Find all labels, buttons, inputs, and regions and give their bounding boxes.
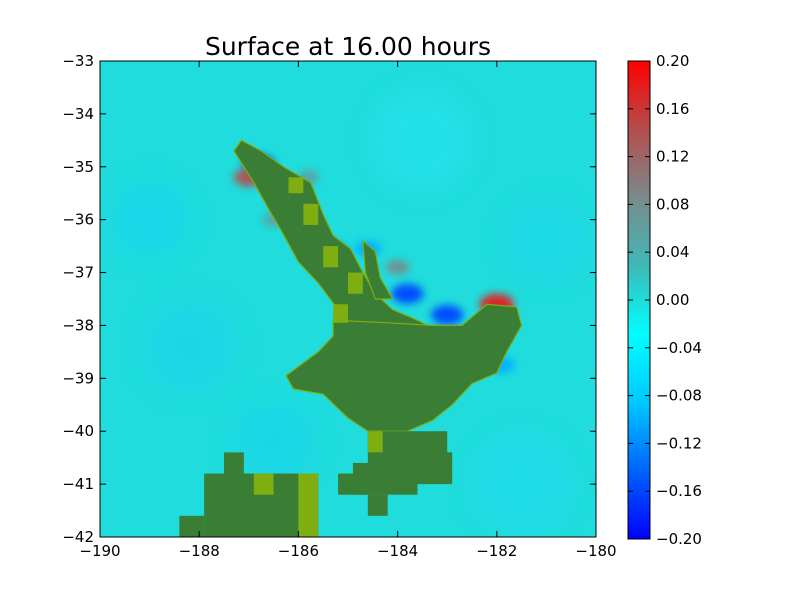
y-tick-label: −34	[62, 105, 94, 123]
plot-area	[100, 61, 596, 537]
land-cell	[367, 494, 388, 516]
colorbar-tick-label: −0.20	[656, 530, 702, 548]
plot-frame	[99, 60, 597, 538]
land-cell	[288, 177, 304, 194]
anomaly-point	[431, 304, 464, 325]
land-cell	[204, 473, 299, 537]
x-tick-label: −180	[575, 542, 616, 560]
colorbar-tick-label: 0.08	[656, 195, 689, 213]
y-tick-label: −39	[62, 369, 94, 387]
x-tick-label: −184	[377, 542, 418, 560]
land-cell	[303, 203, 319, 225]
y-tick-label: −35	[62, 158, 94, 176]
sea-swirl	[506, 200, 587, 281]
land-cell	[323, 246, 339, 268]
y-axis: −33 −34 −35 −36 −37 −38 −39 −40 −41 −42	[62, 52, 596, 546]
y-tick-label: −37	[62, 264, 94, 282]
land-cell	[338, 473, 388, 495]
x-tick-label: −186	[278, 542, 319, 560]
anomaly-point	[385, 259, 410, 275]
sea-swirl	[144, 301, 235, 392]
land-cell	[333, 304, 348, 323]
colorbar-tick-label: 0.04	[656, 243, 689, 261]
colorbar-tick-label: 0.12	[656, 148, 689, 166]
land-region	[285, 303, 523, 432]
chart-title: Surface at 16.00 hours	[205, 32, 491, 61]
y-tick-label: −41	[62, 475, 94, 493]
colorbar-tick-label: −0.12	[656, 434, 702, 452]
anomaly-point	[391, 283, 424, 304]
land-cell	[387, 452, 453, 485]
sea-swirl	[372, 90, 473, 191]
land-cell	[179, 515, 205, 537]
colorbar-tick-label: −0.16	[656, 482, 702, 500]
colorbar-tick-label: 0.16	[656, 100, 689, 118]
y-tick-label: −38	[62, 316, 94, 334]
x-axis: −190 −188 −186 −184 −182 −180	[79, 61, 617, 560]
x-tick-label: −190	[79, 542, 120, 560]
x-tick-label: −188	[179, 542, 220, 560]
colorbar-tick-label: 0.00	[656, 291, 689, 309]
land-cell	[253, 473, 274, 495]
land-cell	[348, 272, 363, 294]
land-cell	[298, 473, 319, 537]
land-cell	[367, 431, 383, 453]
land-mask	[179, 139, 523, 537]
sea-swirl	[233, 401, 314, 482]
colorbar-axis: 0.20 0.16 0.12 0.08 0.04 0.00 −0.04 −0.08 −0.12 −…	[628, 52, 702, 548]
y-tick-label: −40	[62, 422, 94, 440]
sea-surface-texture	[111, 90, 587, 535]
y-tick-label: −36	[62, 211, 94, 229]
colorbar-tick-label: 0.20	[656, 52, 689, 70]
y-tick-label: −42	[62, 528, 94, 546]
land-region	[233, 139, 428, 326]
x-tick-label: −182	[476, 542, 517, 560]
sea-swirl	[111, 181, 188, 258]
colorbar-tick-label: −0.08	[656, 387, 702, 405]
land-cell	[224, 452, 244, 474]
sea-swirl	[471, 434, 572, 535]
y-tick-label: −33	[62, 52, 94, 70]
colorbar-tick-label: −0.04	[656, 339, 702, 357]
land-region	[362, 239, 394, 300]
